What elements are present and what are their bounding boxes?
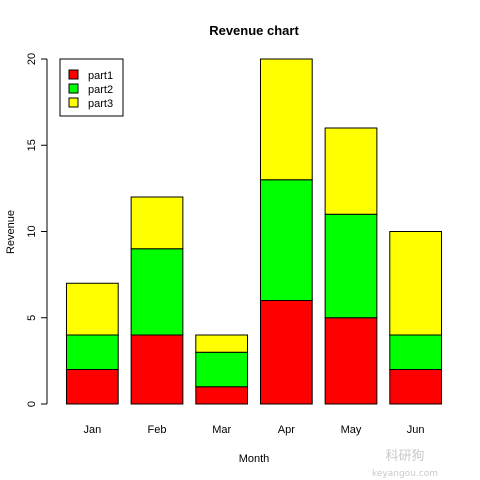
x-axis-labels: Jan Feb Mar Apr May Jun xyxy=(83,424,424,436)
x-tick-label: Jan xyxy=(83,424,101,436)
legend-label-part2: part2 xyxy=(88,84,113,96)
x-tick-label: Apr xyxy=(278,424,295,436)
legend-swatch-part3 xyxy=(68,97,79,108)
y-tick-label: 20 xyxy=(26,53,38,65)
x-axis-title: Month xyxy=(239,453,270,465)
bar-part1-jan xyxy=(65,369,119,405)
y-tick-label: 5 xyxy=(26,315,38,321)
bar-part1-apr xyxy=(259,300,313,405)
bar-part2-apr xyxy=(259,179,313,301)
bar-part2-may xyxy=(324,213,378,319)
bar-part1-mar xyxy=(195,386,249,405)
bar-group xyxy=(65,58,443,405)
y-tick-label: 0 xyxy=(26,401,38,407)
x-tick-label: Jun xyxy=(407,424,425,436)
x-tick-label: Feb xyxy=(148,424,167,436)
bar-part2-jan xyxy=(65,334,119,370)
legend-swatch-part1 xyxy=(68,69,79,80)
watermark-logo-text: 科研狗 xyxy=(385,449,424,464)
y-tick-label: 10 xyxy=(26,225,38,237)
bar-part3-may xyxy=(324,127,378,215)
x-tick-label: May xyxy=(341,424,362,436)
bar-part3-mar xyxy=(195,334,249,353)
y-axis: 0 5 10 15 20 xyxy=(26,53,48,407)
legend-label-part3: part3 xyxy=(88,98,113,110)
legend-label-part1: part1 xyxy=(88,70,113,82)
watermark: 科研狗 keyangou.com xyxy=(372,449,438,479)
watermark-url-text: keyangou.com xyxy=(372,469,438,479)
bar-part3-apr xyxy=(259,58,313,181)
bar-part1-jun xyxy=(389,369,443,405)
x-tick-label: Mar xyxy=(212,424,231,436)
y-tick-label: 15 xyxy=(26,139,38,151)
legend: part1 part2 part3 xyxy=(59,58,124,117)
y-axis-title: Revenue xyxy=(5,210,17,254)
bar-part1-may xyxy=(324,317,378,405)
bar-part2-feb xyxy=(130,248,184,336)
bar-part3-feb xyxy=(130,196,184,250)
bar-part1-feb xyxy=(130,334,184,405)
bar-part3-jun xyxy=(389,231,443,336)
bar-part2-jun xyxy=(389,334,443,370)
legend-swatch-part2 xyxy=(68,83,79,94)
chart-title: Revenue chart xyxy=(209,23,299,38)
bar-part2-mar xyxy=(195,351,249,388)
bar-part3-jan xyxy=(65,282,119,336)
